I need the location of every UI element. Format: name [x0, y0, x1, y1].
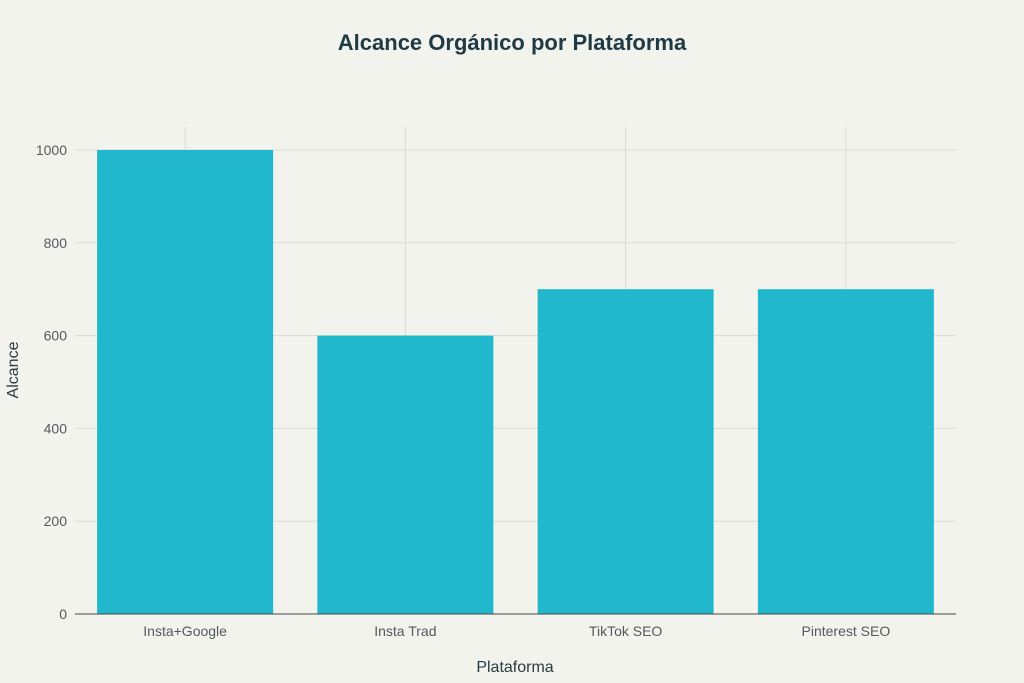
x-tick-label: Pinterest SEO: [802, 623, 891, 639]
y-tick-label: 0: [59, 606, 67, 622]
bars: [97, 150, 934, 614]
y-tick-label: 1000: [36, 142, 67, 158]
y-axis-ticks: 0 200 400 600 800 1000: [36, 142, 67, 622]
bar: [537, 289, 714, 614]
x-axis-label: Plataforma: [476, 659, 553, 676]
y-tick-label: 800: [44, 235, 68, 251]
x-tick-label: Insta Trad: [374, 623, 436, 639]
x-tick-label: Insta+Google: [143, 623, 227, 639]
bar: [97, 150, 274, 614]
y-tick-label: 200: [44, 513, 68, 529]
y-tick-label: 400: [44, 420, 68, 436]
bar: [757, 289, 934, 614]
x-tick-label: TikTok SEO: [589, 623, 662, 639]
y-tick-label: 600: [44, 328, 68, 344]
y-axis-label: Alcance: [5, 341, 22, 398]
chart-title: Alcance Orgánico por Plataforma: [338, 30, 687, 55]
x-axis-ticks: Insta+Google Insta Trad TikTok SEO Pinteres…: [143, 623, 890, 639]
bar: [317, 335, 494, 614]
